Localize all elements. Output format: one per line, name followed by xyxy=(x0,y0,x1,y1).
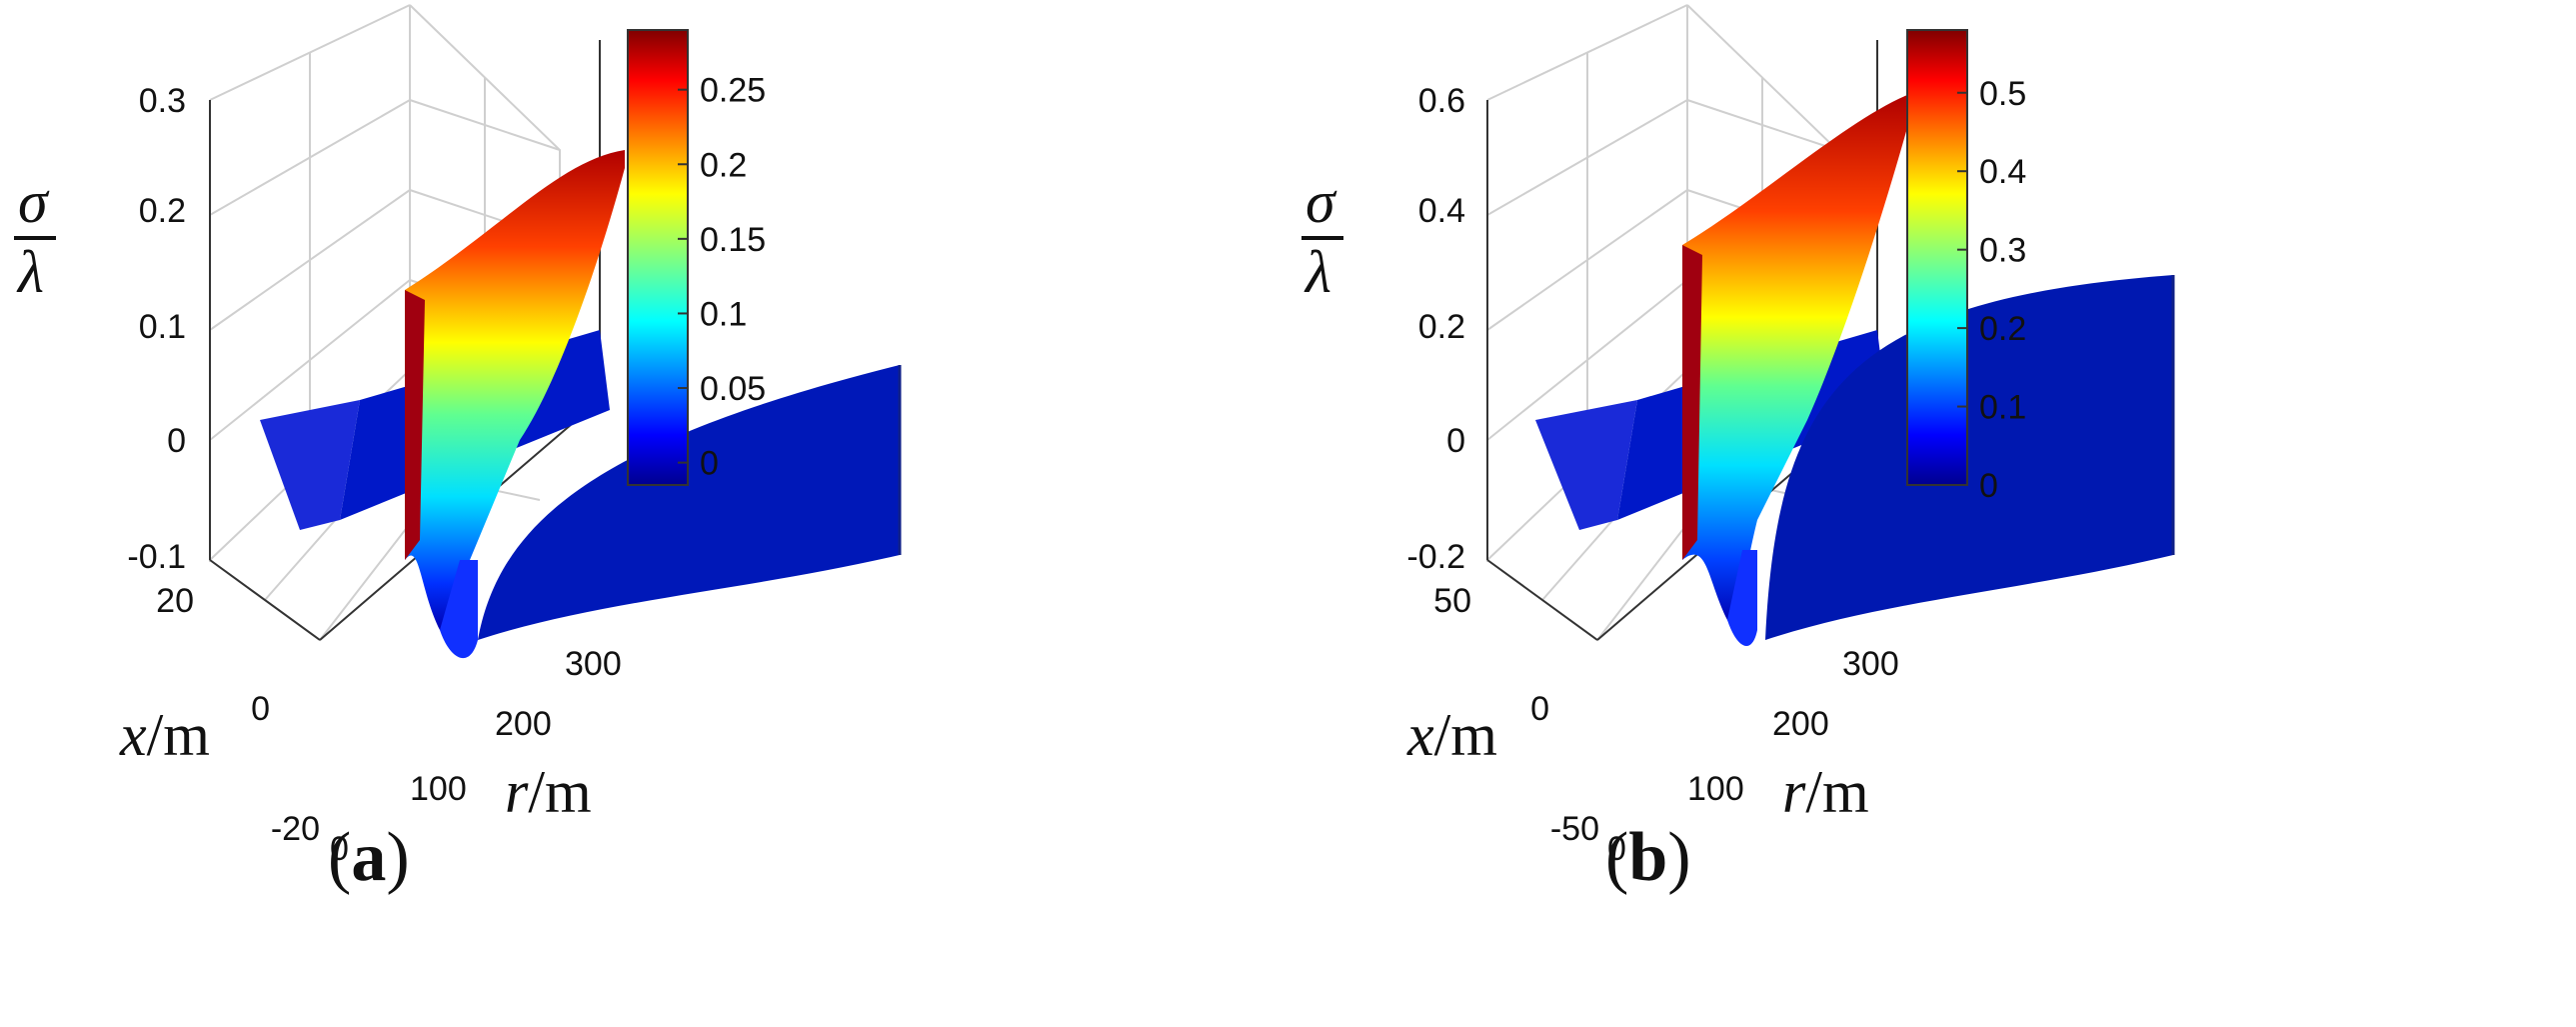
r-tick-a-0: 0 xyxy=(330,830,349,868)
colorbar-b: 0.5 0.4 0.3 0.2 0.1 0 xyxy=(1906,29,2026,505)
subplot-label-b: (b) xyxy=(1605,819,1691,896)
r-tick-a-3: 300 xyxy=(565,645,622,683)
colorbar-b-tick-5: 0 xyxy=(1979,467,1998,505)
r-tick-b-3: 300 xyxy=(1842,645,1899,683)
z-tick-b-1: 0.4 xyxy=(1418,192,1465,230)
surface-peak-b xyxy=(1682,95,1912,624)
x-ticks-b: 50 0 -50 xyxy=(1433,582,1599,848)
x-tick-b-1: 0 xyxy=(1530,690,1549,728)
surface-peak-edge-b xyxy=(1682,245,1702,560)
chart-panel-b: 0.6 0.4 0.2 0 -0.2 50 0 -50 0 100 200 30… xyxy=(1288,0,2575,1027)
z-label-a-num: σ xyxy=(18,169,50,235)
colorbar-b-tick-1: 0.4 xyxy=(1979,153,2026,191)
z-label-b-num: σ xyxy=(1305,169,1337,235)
z-ticks-a: 0.3 0.2 0.1 0 -0.1 xyxy=(127,82,186,576)
z-ticks-b: 0.6 0.4 0.2 0 -0.2 xyxy=(1406,82,1465,576)
chart-a-svg: 0.3 0.2 0.1 0 -0.1 20 0 -20 0 100 200 30… xyxy=(14,4,902,896)
z-label-b: σ λ xyxy=(1301,169,1343,305)
surface-peak-a xyxy=(405,150,625,632)
z-tick-a-3: 0 xyxy=(167,422,186,460)
z-label-a: σ λ xyxy=(14,169,56,305)
colorbar-a-tick-5: 0 xyxy=(700,445,719,483)
x-ticks-a: 20 0 -20 xyxy=(156,582,320,848)
subplot-label-a: (a) xyxy=(328,819,410,896)
z-tick-a-2: 0.1 xyxy=(139,308,186,346)
surface-peak-edge-a xyxy=(405,290,425,560)
colorbar-b-tick-0: 0.5 xyxy=(1979,75,2026,113)
surface-tail-b xyxy=(1765,275,2173,640)
z-tick-a-4: -0.1 xyxy=(127,538,186,576)
colorbar-b-tick-4: 0.1 xyxy=(1979,389,2026,427)
surface-a xyxy=(260,150,902,659)
colorbar-a: 0.25 0.2 0.15 0.1 0.05 0 xyxy=(627,29,766,486)
z-tick-a-0: 0.3 xyxy=(139,82,186,120)
surface-floor-left-b xyxy=(1535,400,1637,530)
surface-trough-b xyxy=(1727,550,1757,647)
x-tick-b-0: 50 xyxy=(1433,582,1471,620)
r-label-b: r/m xyxy=(1782,759,1869,825)
x-tick-a-1: 0 xyxy=(251,690,270,728)
chart-b-svg: 0.6 0.4 0.2 0 -0.2 50 0 -50 0 100 200 30… xyxy=(1301,4,2175,896)
r-label-a: r/m xyxy=(505,759,592,825)
z-tick-b-0: 0.6 xyxy=(1418,82,1465,120)
surface-trough-a xyxy=(440,560,478,659)
surface-tail-a xyxy=(478,365,900,640)
r-tick-b-1: 100 xyxy=(1687,770,1744,808)
colorbar-a-tick-4: 0.05 xyxy=(700,370,766,408)
x-label-a: x/m xyxy=(119,702,210,768)
surface-floor-left-a xyxy=(260,400,360,530)
colorbar-a-bar xyxy=(627,29,689,486)
colorbar-b-tick-3: 0.2 xyxy=(1979,310,2026,348)
z-tick-b-4: -0.2 xyxy=(1406,538,1465,576)
x-tick-b-2: -50 xyxy=(1550,810,1599,848)
r-ticks-b: 0 100 200 300 xyxy=(1607,645,1899,868)
colorbar-b-bar xyxy=(1906,29,1968,486)
colorbar-a-tick-0: 0.25 xyxy=(700,72,766,110)
colorbar-a-tick-1: 0.2 xyxy=(700,146,747,184)
z-tick-b-3: 0 xyxy=(1446,422,1465,460)
x-tick-a-0: 20 xyxy=(156,582,194,620)
z-label-a-den: λ xyxy=(16,239,44,305)
chart-panel-a: 0.3 0.2 0.1 0 -0.1 20 0 -20 0 100 200 30… xyxy=(14,4,902,896)
r-tick-b-0: 0 xyxy=(1607,830,1626,868)
x-tick-a-2: -20 xyxy=(271,810,320,848)
z-label-b-den: λ xyxy=(1303,239,1331,305)
z-tick-a-1: 0.2 xyxy=(139,192,186,230)
surface-b xyxy=(1535,95,2175,647)
x-label-b: x/m xyxy=(1406,702,1497,768)
colorbar-b-tick-2: 0.3 xyxy=(1979,232,2026,270)
r-tick-b-2: 200 xyxy=(1772,705,1829,743)
r-ticks-a: 0 100 200 300 xyxy=(330,645,622,868)
r-tick-a-1: 100 xyxy=(410,770,467,808)
r-tick-a-2: 200 xyxy=(495,705,552,743)
z-tick-b-2: 0.2 xyxy=(1418,308,1465,346)
colorbar-a-tick-2: 0.15 xyxy=(700,221,766,259)
colorbar-a-tick-3: 0.1 xyxy=(700,295,747,333)
